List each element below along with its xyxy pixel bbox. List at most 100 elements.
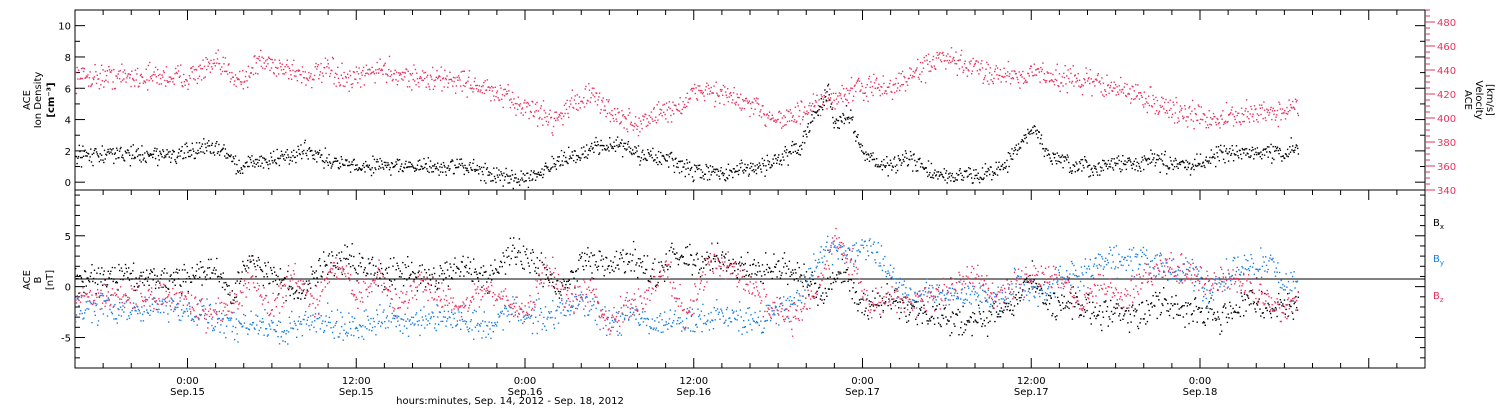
density-point: [1279, 147, 1281, 150]
density-point: [287, 154, 289, 156]
by-point: [863, 240, 866, 243]
density-point: [529, 179, 531, 182]
density-point: [166, 149, 168, 151]
by-point: [715, 309, 717, 312]
density-point: [113, 153, 116, 155]
density-point: [355, 168, 358, 170]
velocity-point: [559, 115, 561, 117]
velocity-point: [983, 77, 986, 79]
density-point: [359, 167, 361, 170]
density-point: [886, 162, 889, 164]
by-point: [880, 265, 882, 267]
velocity-point: [723, 103, 725, 106]
by-point: [876, 251, 879, 253]
velocity-point: [501, 98, 503, 100]
velocity-point: [239, 70, 241, 73]
density-point: [919, 157, 921, 160]
density-point: [574, 150, 576, 152]
density-point: [339, 166, 342, 168]
velocity-point: [655, 122, 658, 124]
density-point: [451, 159, 453, 161]
velocity-point: [788, 110, 790, 113]
velocity-point: [637, 134, 640, 137]
velocity-point: [1179, 105, 1182, 107]
density-point: [563, 151, 566, 154]
by-point: [1042, 292, 1044, 295]
by-point: [261, 321, 263, 323]
velocity-point: [759, 111, 761, 113]
by-point: [682, 326, 684, 328]
velocity-point: [624, 117, 627, 119]
velocity-point: [1098, 81, 1100, 83]
density-point: [691, 176, 694, 178]
by-point: [985, 291, 987, 294]
velocity-point: [103, 86, 105, 88]
density-point: [224, 155, 226, 157]
by-point: [647, 318, 649, 321]
velocity-point: [526, 106, 528, 108]
velocity-point: [897, 82, 899, 84]
velocity-point: [850, 87, 852, 89]
velocity-point: [1204, 114, 1206, 116]
velocity-point: [142, 82, 144, 84]
density-point: [1041, 143, 1043, 145]
velocity-point: [716, 94, 719, 96]
velocity-point: [153, 71, 155, 73]
by-point: [451, 311, 453, 313]
by-point: [1154, 257, 1156, 259]
density-point: [305, 152, 307, 155]
density-point: [285, 151, 287, 153]
velocity-point: [657, 101, 660, 103]
velocity-point: [1029, 68, 1031, 70]
density-point: [98, 160, 101, 163]
velocity-point: [930, 70, 932, 72]
by-point: [827, 249, 830, 252]
by-point: [206, 298, 208, 300]
density-point: [955, 179, 957, 181]
by-point: [568, 304, 570, 306]
velocity-point: [846, 99, 848, 101]
velocity-point: [154, 66, 157, 69]
by-point: [1141, 251, 1144, 254]
velocity-point: [78, 87, 80, 90]
velocity-point: [737, 96, 739, 99]
density-point: [912, 170, 914, 172]
density-point: [1218, 160, 1220, 162]
by-point: [336, 320, 338, 323]
by-point: [800, 302, 803, 304]
density-point: [218, 143, 220, 146]
density-point: [215, 142, 217, 145]
velocity-point: [310, 73, 312, 75]
by-point: [1106, 259, 1109, 261]
density-point: [273, 160, 275, 162]
by-point: [296, 328, 299, 331]
density-point: [715, 168, 717, 170]
velocity-point: [88, 77, 91, 79]
velocity-point: [175, 67, 177, 70]
velocity-point: [1037, 68, 1040, 70]
density-point: [866, 158, 868, 160]
by-point: [1063, 277, 1065, 279]
velocity-point: [1294, 108, 1296, 110]
by-point: [125, 301, 127, 303]
by-point: [379, 304, 381, 306]
velocity-point: [1045, 81, 1047, 84]
density-point: [495, 181, 497, 184]
by-point: [1075, 269, 1077, 272]
velocity-point: [234, 80, 236, 82]
by-point: [518, 313, 521, 315]
density-point: [1177, 167, 1179, 169]
density-point: [1066, 159, 1068, 161]
density-point: [950, 175, 953, 177]
velocity-point: [654, 119, 656, 122]
velocity-point: [507, 84, 509, 86]
by-point: [662, 331, 664, 333]
density-point: [827, 83, 830, 86]
density-point: [383, 168, 385, 170]
velocity-point: [921, 71, 923, 73]
by-point: [362, 338, 365, 340]
velocity-point: [968, 61, 971, 63]
density-point: [787, 164, 789, 166]
density-point: [470, 167, 472, 169]
velocity-point: [963, 63, 966, 65]
